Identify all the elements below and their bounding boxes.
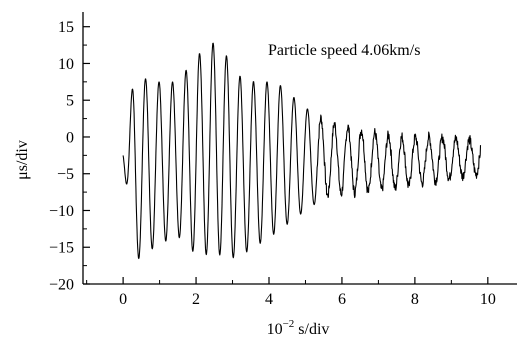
x-tick-label: 2	[192, 291, 200, 308]
y-tick-label: 15	[58, 19, 74, 36]
y-tick-label: −15	[49, 240, 74, 257]
axes: 15 10 5 0 −5 −10 −15 −20 0 2 4 6 8 10	[49, 12, 517, 308]
x-tick-label: 0	[119, 291, 127, 308]
y-tick-label: 5	[66, 93, 74, 110]
series-group	[122, 42, 482, 260]
x-axis-title-unit: s/div	[294, 321, 329, 338]
x-axis-title-exponent: −2	[283, 318, 295, 330]
y-tick-label: 10	[58, 56, 74, 73]
waveform-line	[122, 42, 482, 260]
y-tick-label: 0	[66, 129, 74, 146]
x-tick-label: 4	[265, 291, 273, 308]
x-axis-title-base: 10	[267, 321, 283, 338]
particle-speed-annotation: Particle speed 4.06km/s	[268, 42, 420, 59]
x-tick-label: 10	[480, 291, 496, 308]
y-tick-label: −5	[57, 166, 74, 183]
x-axis-title: 10−2 s/div	[267, 318, 330, 338]
y-tick-label: −20	[49, 277, 74, 294]
x-tick-label: 8	[411, 291, 419, 308]
y-axis-title: μs/div	[14, 140, 31, 180]
y-tick-label: −10	[49, 203, 74, 220]
x-tick-label: 6	[338, 291, 346, 308]
